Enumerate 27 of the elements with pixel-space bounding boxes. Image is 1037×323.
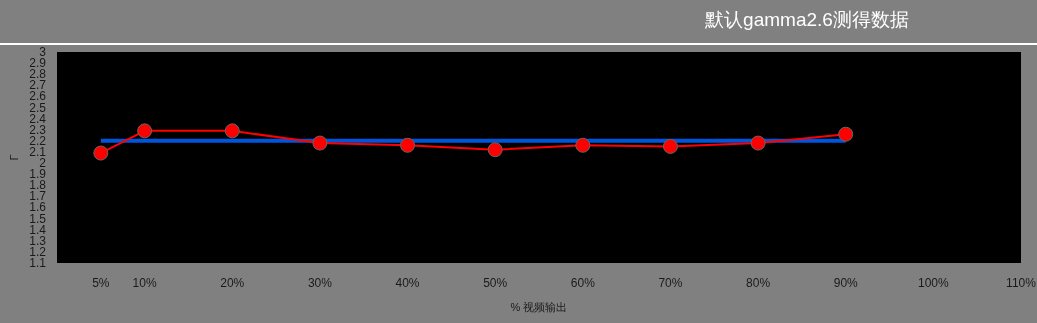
y-tick-label: 1.1 <box>29 256 47 270</box>
point <box>838 126 854 142</box>
x-tick-label: 110% <box>1006 276 1037 290</box>
point <box>750 135 766 151</box>
x-tick-label: 30% <box>307 276 333 290</box>
point <box>575 137 591 153</box>
point <box>312 135 328 151</box>
point <box>662 138 678 154</box>
x-tick-label: 70% <box>658 276 683 290</box>
x-tick-label: 100% <box>918 276 950 290</box>
chart-title: 默认gamma2.6测得数据 <box>704 9 909 30</box>
y-axis-title: Γ <box>8 154 20 161</box>
y-tick-label: 3 <box>39 45 47 59</box>
x-tick-label: 20% <box>220 276 245 290</box>
x-tick-label: 10% <box>132 276 157 290</box>
point <box>400 137 416 153</box>
x-tick-label: 80% <box>746 276 771 290</box>
x-tick-label: 5% <box>92 276 110 290</box>
x-tick-label: 60% <box>570 276 596 290</box>
point <box>487 142 503 158</box>
point <box>93 145 109 161</box>
x-tick-label: 40% <box>395 276 420 290</box>
x-axis-title: % 视频输出 <box>510 301 568 313</box>
x-tick-label: 90% <box>833 276 859 290</box>
point <box>137 123 153 139</box>
point <box>224 123 240 139</box>
x-tick-label: 50% <box>483 276 508 290</box>
